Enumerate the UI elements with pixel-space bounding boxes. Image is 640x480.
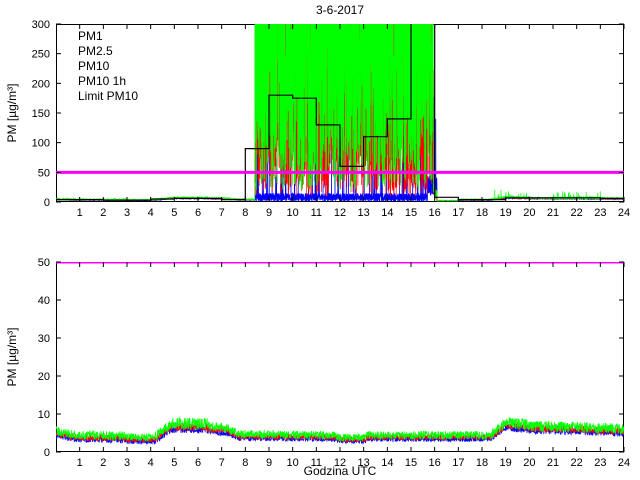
x-tick-label: 14 [381, 457, 393, 469]
y-tick-label: 150 [32, 108, 50, 120]
x-tick-label: 10 [287, 207, 299, 219]
y-tick-label: 20 [38, 371, 50, 383]
legend-item-limit-pm10: Limit PM10 [78, 89, 138, 103]
y-tick-label: 30 [38, 333, 50, 345]
x-tick-label: 21 [547, 457, 559, 469]
y-tick-label: 0 [44, 447, 50, 459]
x-tick-label: 3 [124, 457, 130, 469]
x-tick-label: 2 [100, 457, 106, 469]
legend-item-pm10-1h: PM10 1h [78, 74, 126, 88]
x-tick-label: 6 [195, 207, 201, 219]
x-tick-label: 16 [429, 457, 441, 469]
y-tick-label: 250 [32, 49, 50, 61]
x-tick-label: 5 [171, 207, 177, 219]
x-tick-label: 18 [476, 207, 488, 219]
x-tick-label: 20 [523, 457, 535, 469]
x-tick-label: 17 [452, 457, 464, 469]
x-tick-label: 7 [219, 457, 225, 469]
x-tick-label: 9 [266, 207, 272, 219]
y-tick-label: 100 [32, 138, 50, 150]
x-tick-label: 20 [523, 207, 535, 219]
x-tick-label: 21 [547, 207, 559, 219]
x-tick-label: 5 [171, 457, 177, 469]
ticks-top: 1 2 3 4 5 6 7 8 9 10 11 12 13 14 15 16 17 18 19 20 21 22 23 240… [32, 19, 630, 219]
x-tick-label: 8 [242, 457, 248, 469]
bottom-y-axis-label: PM [µg/m³] [5, 328, 19, 387]
x-tick-label: 14 [381, 207, 393, 219]
x-axis-label: Godzina UTC [304, 464, 377, 478]
x-tick-label: 10 [287, 457, 299, 469]
y-tick-label: 50 [38, 257, 50, 269]
x-tick-label: 9 [266, 457, 272, 469]
x-tick-label: 22 [571, 207, 583, 219]
x-tick-label: 15 [405, 457, 417, 469]
x-tick-label: 4 [148, 457, 154, 469]
plot-area-bottom [56, 262, 624, 446]
x-tick-label: 6 [195, 457, 201, 469]
x-tick-label: 4 [148, 207, 154, 219]
y-tick-label: 10 [38, 409, 50, 421]
chart-title: 3-6-2017 [316, 3, 364, 17]
series-pm10 [56, 416, 624, 442]
x-tick-label: 24 [618, 207, 630, 219]
x-tick-label: 11 [311, 457, 322, 469]
x-tick-label: 23 [594, 457, 606, 469]
x-tick-label: 1 [77, 207, 83, 219]
x-tick-label: 18 [476, 457, 488, 469]
y-tick-label: 300 [32, 19, 50, 31]
legend-item-pm1: PM1 [78, 29, 103, 43]
y-tick-label: 50 [38, 167, 50, 179]
x-tick-label: 15 [405, 207, 417, 219]
x-tick-label: 7 [219, 207, 225, 219]
y-tick-label: 40 [38, 295, 50, 307]
y-tick-label: 0 [44, 197, 50, 209]
ticks-bottom: 1 2 3 4 5 6 7 8 9 10 11 12 13 14 15 16 17 18 19 20 21 22 23 240… [38, 257, 630, 469]
x-tick-label: 1 [77, 457, 83, 469]
y-tick-label: 200 [32, 78, 50, 90]
x-tick-label: 19 [500, 207, 512, 219]
x-tick-label: 13 [358, 207, 370, 219]
x-tick-label: 12 [334, 457, 346, 469]
x-tick-label: 23 [594, 207, 606, 219]
x-tick-label: 19 [500, 457, 512, 469]
x-tick-label: 3 [124, 207, 130, 219]
x-tick-label: 13 [358, 457, 370, 469]
legend-item-pm10: PM10 [78, 59, 110, 73]
x-tick-label: 16 [429, 207, 441, 219]
x-tick-label: 12 [334, 207, 346, 219]
top-y-axis-label: PM [µg/m³] [5, 84, 19, 143]
legend-item-pm2-5: PM2.5 [78, 44, 113, 58]
x-tick-label: 17 [452, 207, 464, 219]
x-tick-label: 11 [311, 207, 322, 219]
x-tick-label: 22 [571, 457, 583, 469]
x-tick-label: 2 [100, 207, 106, 219]
x-tick-label: 8 [242, 207, 248, 219]
x-tick-label: 24 [618, 457, 630, 469]
